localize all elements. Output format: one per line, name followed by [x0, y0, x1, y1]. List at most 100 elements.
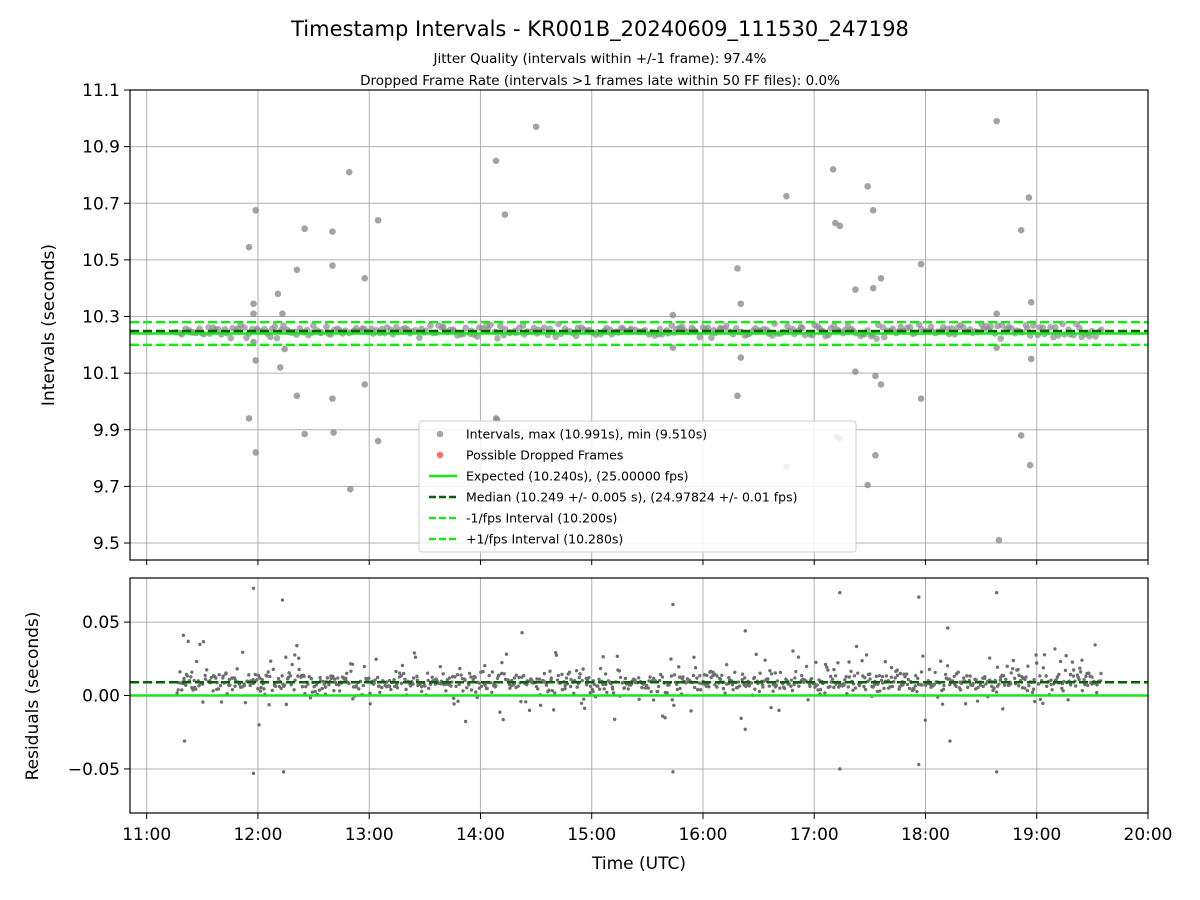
residual-point — [1001, 707, 1005, 711]
interval-outlier-point — [734, 392, 741, 400]
residual-point — [674, 682, 679, 687]
residual-point — [182, 676, 186, 681]
legend-label-5: +1/fps Interval (10.280s) — [466, 532, 623, 547]
residual-point — [757, 689, 762, 694]
residual-point — [958, 688, 963, 692]
residual-point — [990, 684, 994, 689]
residual-point — [555, 678, 560, 682]
interval-point — [323, 323, 330, 331]
top-ytick-label-3: 10.1 — [82, 364, 120, 384]
residual-point — [832, 667, 836, 672]
residual-point — [598, 666, 603, 671]
residual-point — [1064, 653, 1068, 658]
residual-point — [672, 673, 677, 677]
interval-outlier-point — [917, 395, 925, 402]
residual-point — [499, 671, 504, 676]
residual-point — [790, 688, 795, 693]
residual-point — [550, 688, 555, 693]
residual-point — [826, 668, 830, 672]
residual-point — [268, 674, 272, 679]
residual-point — [898, 671, 903, 676]
residual-point — [397, 671, 402, 675]
legend: Intervals, max (10.991s), min (9.510s) Po… — [418, 420, 857, 553]
residual-point — [1053, 647, 1057, 651]
interval-outlier-point — [869, 207, 877, 214]
residual-point — [792, 682, 796, 687]
interval-outlier-point — [1017, 226, 1025, 234]
top-ytick-label-0: 9.5 — [93, 534, 120, 554]
residual-point — [332, 688, 336, 693]
residual-point — [427, 686, 431, 691]
interval-point — [273, 334, 281, 342]
residual-point — [481, 669, 485, 674]
residual-point — [318, 675, 322, 680]
residual-point — [698, 688, 703, 692]
interval-outlier-point — [330, 429, 337, 436]
legend-label-4: -1/fps Interval (10.200s) — [466, 511, 617, 526]
residual-point — [351, 685, 356, 689]
residual-point — [485, 686, 489, 691]
residual-point — [660, 675, 665, 679]
x-tick-label-6: 17:00 — [790, 825, 839, 845]
residual-point — [669, 657, 673, 661]
interval-outlier-point — [245, 243, 253, 251]
residual-point — [758, 671, 762, 675]
residual-point — [228, 683, 232, 687]
interval-outlier-point — [993, 310, 1000, 317]
interval-outlier-point — [374, 437, 382, 445]
residual-point — [920, 683, 924, 687]
residual-point — [1070, 660, 1075, 664]
interval-outlier-point — [374, 216, 382, 224]
residual-point — [290, 662, 294, 667]
residual-point — [874, 674, 879, 679]
residual-point — [1023, 686, 1027, 690]
residual-point — [282, 683, 287, 687]
residual-point — [1095, 683, 1099, 687]
x-axis-label: Time (UTC) — [591, 854, 686, 874]
interval-outlier-point — [532, 123, 540, 131]
residual-point — [349, 669, 353, 673]
residual-point — [863, 676, 867, 680]
interval-point — [1051, 324, 1059, 331]
residual-point — [588, 691, 592, 695]
residual-point — [1042, 653, 1047, 657]
residual-point — [591, 689, 595, 694]
residual-point — [913, 684, 918, 688]
residual-point — [883, 659, 888, 664]
residual-point — [705, 673, 709, 678]
residual-point — [276, 676, 281, 681]
interval-outlier-point — [501, 211, 509, 218]
residual-point — [175, 691, 179, 695]
residual-point — [695, 676, 699, 680]
residual-point — [190, 670, 194, 674]
residual-point — [663, 715, 667, 720]
residual-point — [387, 684, 392, 689]
residual-point — [753, 687, 757, 691]
interval-outlier-point — [279, 310, 286, 317]
residual-point — [773, 671, 777, 675]
residual-point — [578, 672, 582, 676]
residual-point — [551, 708, 556, 712]
residual-point — [452, 702, 456, 706]
residual-point — [368, 702, 372, 706]
residual-point — [601, 654, 605, 659]
residual-point — [981, 684, 985, 689]
residual-outlier-point — [182, 739, 187, 743]
interval-point — [723, 322, 730, 330]
interval-outlier-point — [1027, 299, 1035, 306]
bottom-y-axis-label: Residuals (seconds) — [23, 612, 43, 781]
residual-point — [767, 684, 771, 688]
residual-point — [851, 688, 855, 693]
residual-point — [351, 697, 355, 701]
residual-point — [1061, 689, 1065, 693]
residual-point — [872, 682, 877, 687]
residual-point — [1060, 686, 1064, 690]
interval-outlier-point — [252, 449, 260, 456]
residual-point — [525, 682, 529, 687]
residual-point — [284, 655, 288, 659]
interval-outlier-point — [361, 274, 369, 282]
residual-point — [218, 683, 223, 688]
residual-point — [325, 676, 330, 680]
residual-point — [296, 674, 300, 678]
residual-point — [768, 669, 772, 673]
